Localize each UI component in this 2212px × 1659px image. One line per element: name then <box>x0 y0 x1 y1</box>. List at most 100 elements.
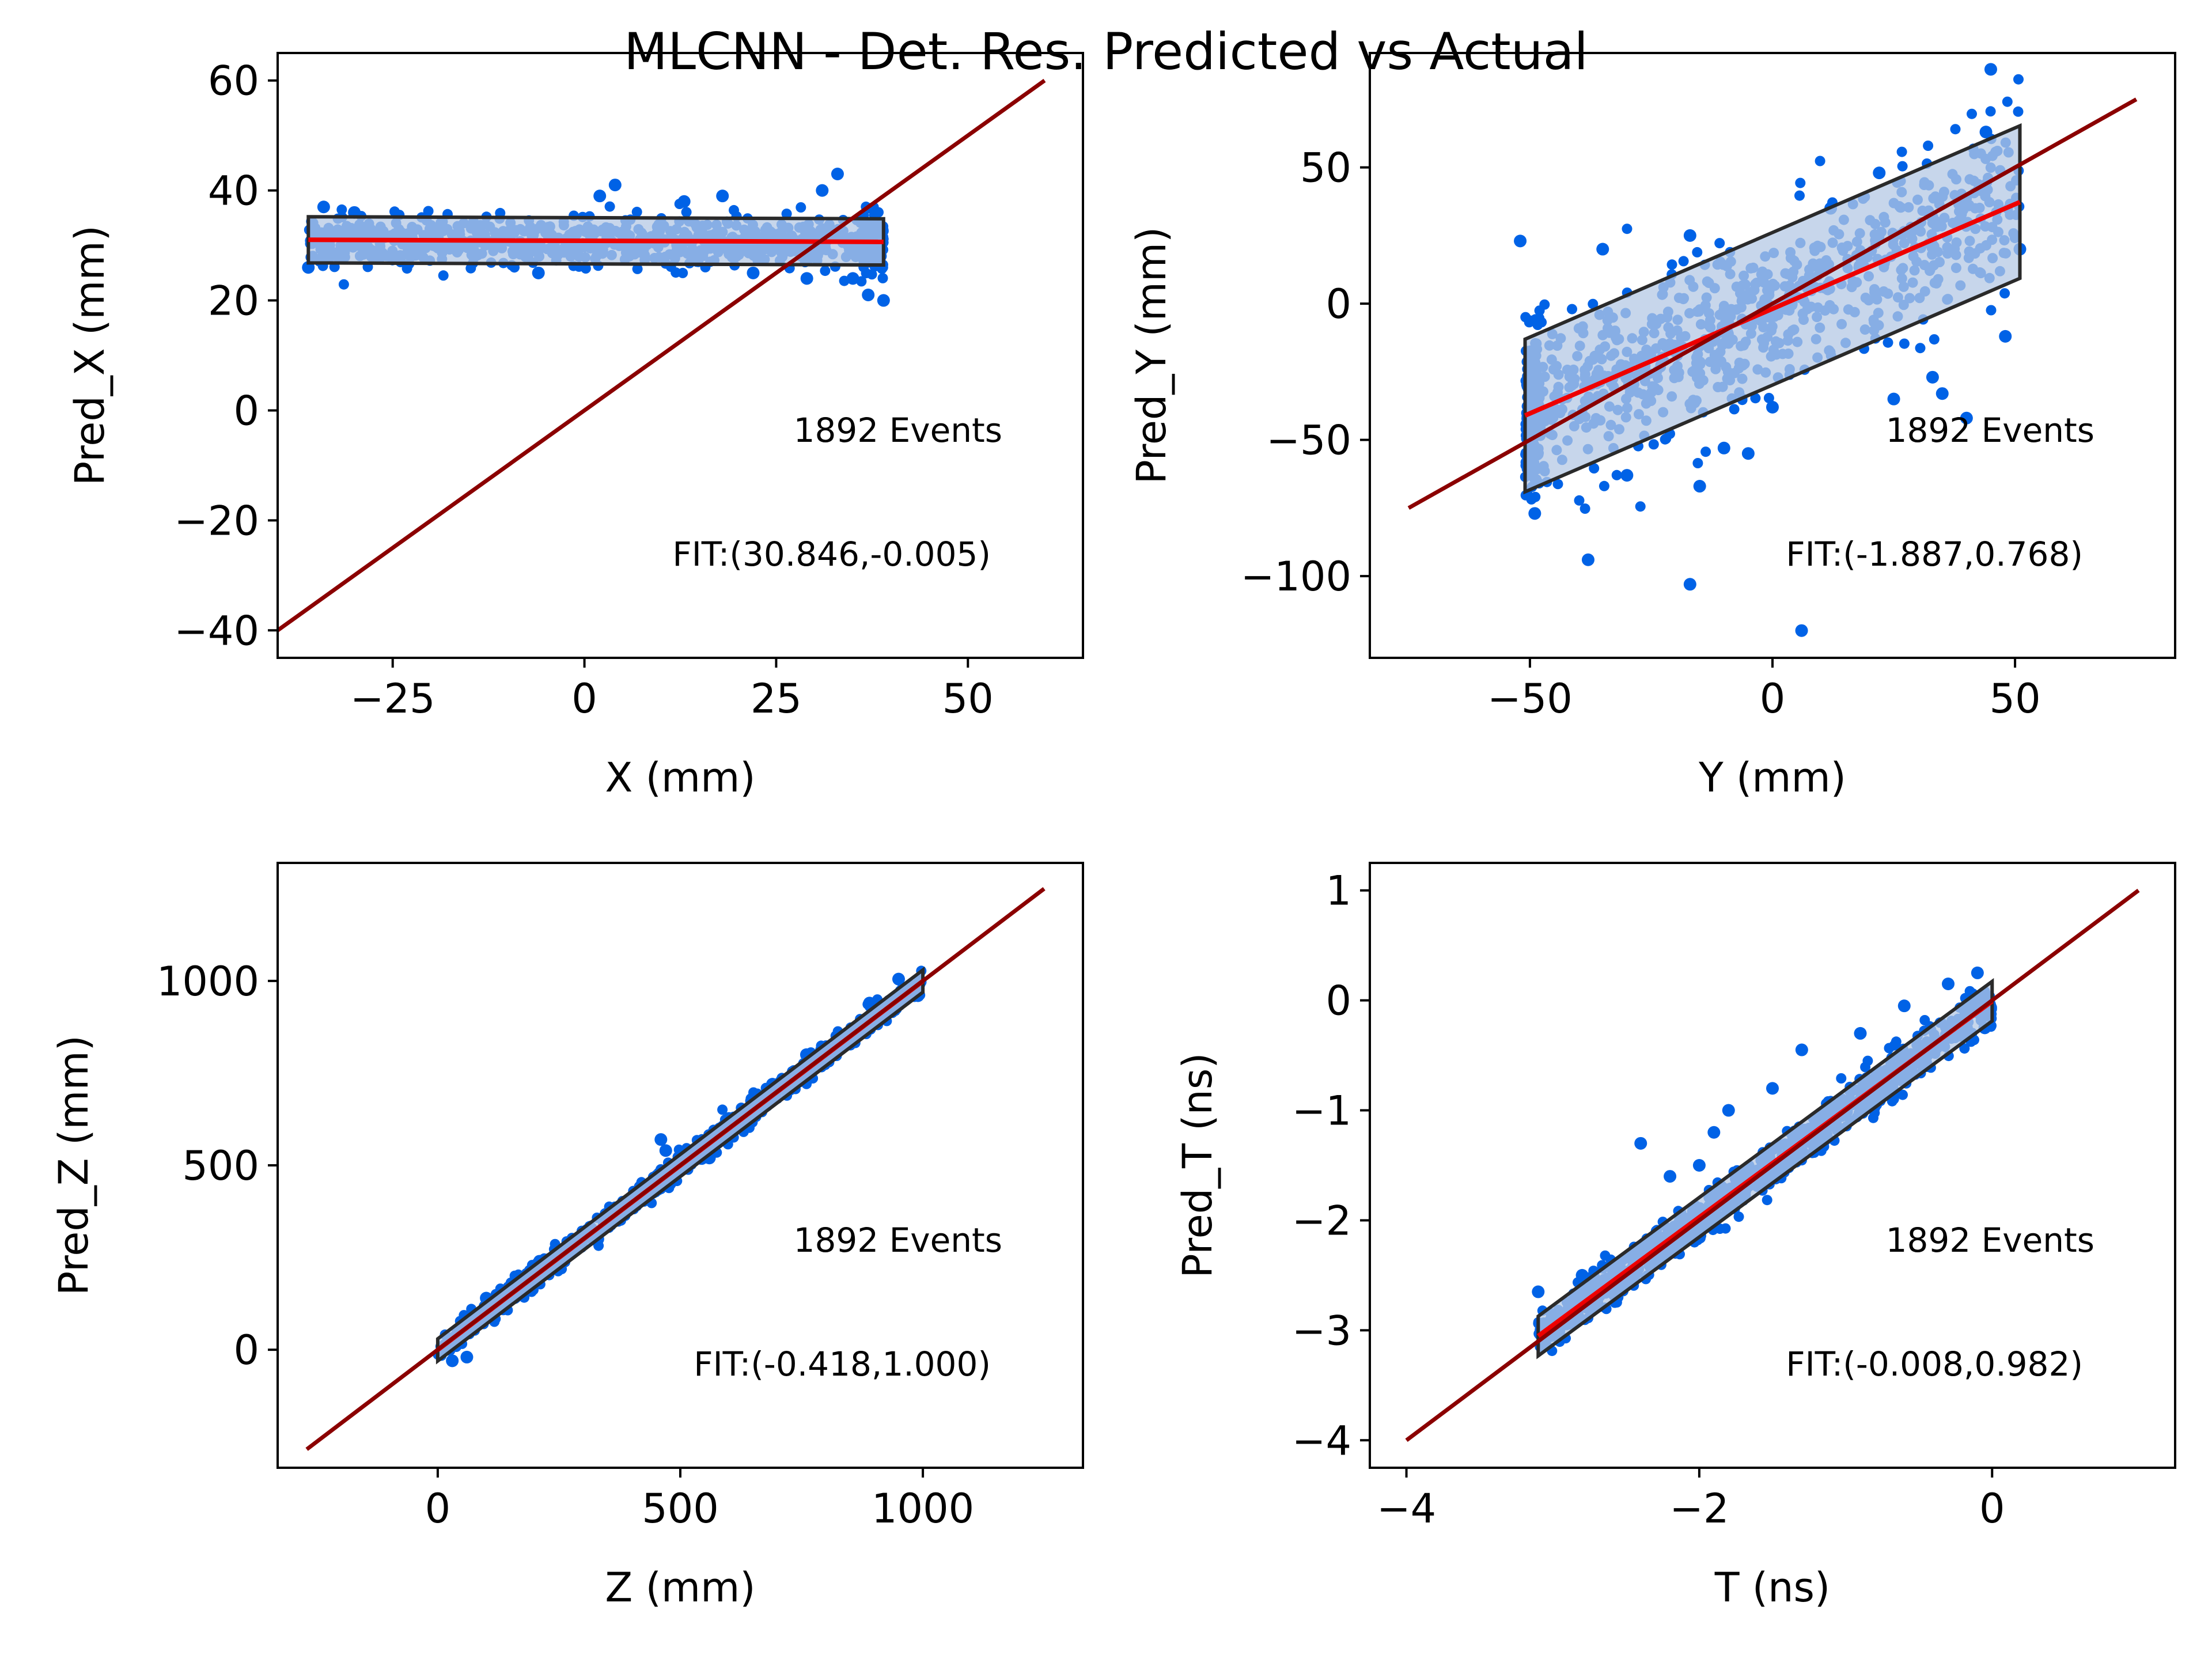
x-tick-label: 0 <box>1979 1485 2005 1532</box>
data-point <box>1889 1040 1900 1051</box>
x-tick-label: −50 <box>1487 675 1573 722</box>
outlier-point <box>1926 370 1939 384</box>
data-point <box>1580 503 1590 514</box>
fit-line <box>1524 200 2021 418</box>
data-point <box>1700 446 1711 457</box>
y-tick-label: 0 <box>233 387 259 434</box>
outlier-point <box>877 294 890 307</box>
data-point <box>1896 146 1907 157</box>
data-point <box>1815 156 1825 166</box>
data-point <box>1530 491 1541 502</box>
x-tick-label: −4 <box>1377 1485 1436 1532</box>
y-tick-label: 1 <box>1325 868 1351 915</box>
data-point <box>1589 463 1600 474</box>
data-point <box>1692 458 1703 468</box>
data-point <box>1729 404 1740 415</box>
data-point <box>1862 1055 1873 1066</box>
data-point <box>1720 1223 1731 1234</box>
data-point <box>438 270 449 281</box>
events-annotation: 1892 Events <box>1886 1221 2094 1260</box>
data-point <box>1762 1195 1772 1206</box>
y-tick-label: 50 <box>1300 145 1351 192</box>
fit-line <box>308 237 884 244</box>
outlier-point <box>593 190 607 203</box>
y-tick-label: −4 <box>1292 1417 1351 1464</box>
data-point <box>1666 259 1677 270</box>
outlier-point <box>862 289 875 301</box>
data-point <box>402 263 412 274</box>
data-point <box>632 263 643 274</box>
outlier-point <box>1766 400 1779 414</box>
data-point <box>781 209 792 219</box>
data-point <box>796 202 806 213</box>
outlier-point <box>1741 447 1755 460</box>
x-tick-label: 0 <box>425 1485 451 1532</box>
y-tick-label: 0 <box>1325 978 1351 1025</box>
plot-area <box>1405 888 2140 1442</box>
y-axis-label: Pred_Z (mm) <box>50 1035 97 1296</box>
data-point <box>1763 393 1774 403</box>
outlier-point <box>317 200 330 214</box>
y-tick-label: 0 <box>1325 281 1351 328</box>
events-annotation: 1892 Events <box>794 411 1002 450</box>
x-tick-label: 0 <box>571 675 597 722</box>
x-tick-label: 500 <box>642 1485 719 1532</box>
fit-annotation: FIT:(-0.418,1.000) <box>694 1344 991 1384</box>
data-point <box>1899 338 1910 349</box>
data-point <box>1733 1211 1744 1222</box>
outlier-point <box>1887 392 1900 406</box>
x-axis-label: Y (mm) <box>1698 754 1846 801</box>
fit-annotation: FIT:(-0.008,0.982) <box>1786 1344 2083 1384</box>
data-point <box>2013 74 2024 85</box>
data-point <box>1868 1112 1878 1123</box>
data-point <box>604 201 615 212</box>
data-point <box>1635 501 1646 512</box>
events-annotation: 1892 Events <box>1886 411 2094 450</box>
data-point <box>2013 106 2024 117</box>
y-tick-label: −1 <box>1292 1088 1351 1135</box>
outlier-point <box>800 272 813 285</box>
data-point <box>1660 434 1671 445</box>
outlier-point <box>1683 578 1696 591</box>
plot-area <box>1407 63 2138 637</box>
identity-line <box>1407 97 2138 510</box>
data-point <box>1552 479 1563 490</box>
outlier-point <box>532 266 545 279</box>
outlier-point <box>677 195 691 208</box>
outlier-point <box>1596 243 1609 256</box>
outlier-point <box>1683 229 1696 242</box>
data-point <box>1929 334 1940 345</box>
data-point <box>1915 343 1926 354</box>
data-point <box>1795 177 1806 188</box>
subplot-3: 0 500 1000 0 500 1000 Z (mm) Pred_Z (mm) 1892 Ev… <box>50 862 1084 1611</box>
outlier-point <box>1984 63 1997 76</box>
data-point <box>1539 299 1550 310</box>
data-point <box>1883 337 1893 348</box>
axes-frame <box>1369 862 2176 1469</box>
plot-area <box>278 78 1046 632</box>
data-point <box>1794 190 1805 201</box>
identity-line <box>278 78 1046 632</box>
outlier-point <box>1873 166 1886 180</box>
identity-line <box>1405 888 2140 1442</box>
data-point <box>1599 480 1609 491</box>
plot-area <box>305 887 1046 1451</box>
data-point <box>1588 298 1599 309</box>
outlier-point <box>1532 1285 1545 1298</box>
outlier-point <box>831 168 844 180</box>
x-axis-label: T (ns) <box>1714 1564 1830 1611</box>
x-tick-label: 0 <box>1760 675 1786 722</box>
subplot-4: −4 −2 0 −4 −3 −2 −1 0 1 T (ns) Pred_T (ns) 1892 Eve… <box>1174 862 2176 1611</box>
data-point <box>1750 393 1761 404</box>
data-point <box>1567 304 1577 315</box>
data-point <box>1536 317 1547 328</box>
data-point <box>2002 96 2013 107</box>
data-point <box>1986 305 1997 316</box>
outlier-point <box>1795 624 1808 637</box>
y-tick-label: −20 <box>174 497 259 544</box>
outlier-point <box>892 972 905 986</box>
outlier-point <box>1692 1159 1706 1172</box>
y-tick-label: 500 <box>182 1142 259 1190</box>
data-point <box>1950 124 1961 135</box>
y-tick-label: −40 <box>174 607 259 654</box>
